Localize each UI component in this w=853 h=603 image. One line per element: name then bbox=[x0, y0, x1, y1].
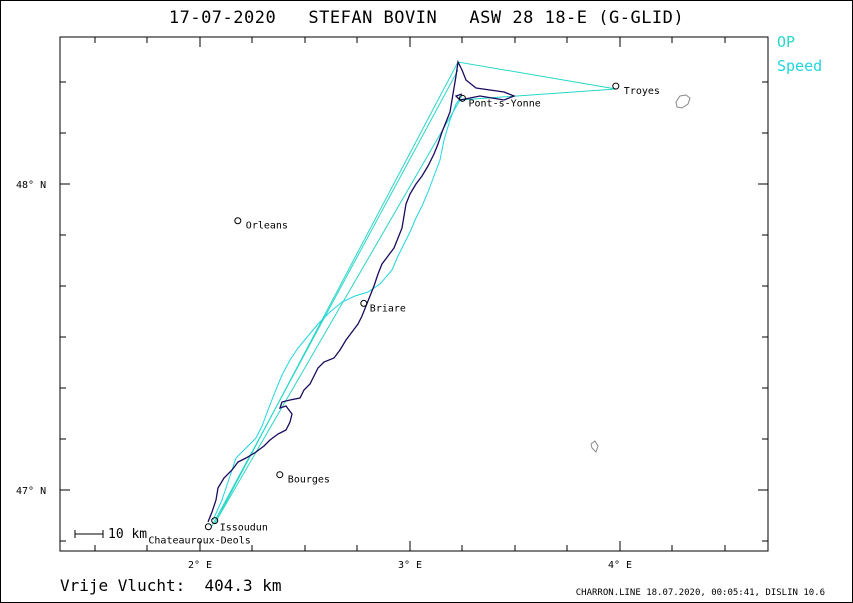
op-route-leg bbox=[211, 69, 459, 527]
x-tick-label-2e: 2° E bbox=[188, 560, 212, 571]
town-marker bbox=[612, 82, 620, 90]
legend-op: OP bbox=[777, 33, 796, 51]
lake-outline bbox=[590, 440, 599, 453]
town-marker bbox=[234, 217, 242, 225]
town-label: Troyes bbox=[624, 86, 660, 97]
op-route bbox=[214, 61, 617, 524]
flight-summary: Vrije Vlucht: 404.3 km bbox=[60, 576, 282, 595]
flight-track bbox=[207, 59, 516, 523]
speed-trace bbox=[212, 95, 463, 521]
town-label: Chateauroux-Deols bbox=[148, 536, 250, 547]
town-marker bbox=[459, 94, 466, 102]
town-label: Briare bbox=[370, 303, 406, 314]
legend-speed: Speed bbox=[777, 57, 823, 75]
x-axis-ticks bbox=[94, 37, 726, 551]
footer-info: CHARRON.LINE 18.07.2020, 00:05:41, DISLI… bbox=[575, 588, 825, 598]
town-label: Pont-s-Yonne bbox=[469, 98, 541, 109]
town-label: Bourges bbox=[288, 475, 330, 486]
flight-title: 17-07-2020 STEFAN BOVIN ASW 28 18-E (G-G… bbox=[168, 8, 685, 28]
y-tick-label-47n: 47° N bbox=[16, 486, 46, 497]
scale-bar-label: 10 km bbox=[108, 527, 147, 542]
y-axis-ticks bbox=[60, 81, 768, 542]
town-marker bbox=[360, 299, 368, 307]
plot-area bbox=[59, 36, 769, 552]
town-marker bbox=[276, 471, 284, 479]
x-tick-label-3e: 3° E bbox=[398, 560, 422, 571]
town-marker bbox=[211, 517, 219, 525]
town-marker bbox=[204, 523, 212, 531]
x-tick-label-4e: 4° E bbox=[608, 560, 632, 571]
lake-outline bbox=[675, 94, 691, 109]
scale-bar bbox=[74, 530, 104, 538]
towns-layer: Troyes Pont-s-Yonne Orleans Briare Bourges Is… bbox=[148, 82, 660, 547]
town-label: Orleans bbox=[246, 221, 288, 232]
y-tick-label-48n: 48° N bbox=[16, 180, 46, 191]
town-label: Issoudun bbox=[220, 523, 268, 534]
